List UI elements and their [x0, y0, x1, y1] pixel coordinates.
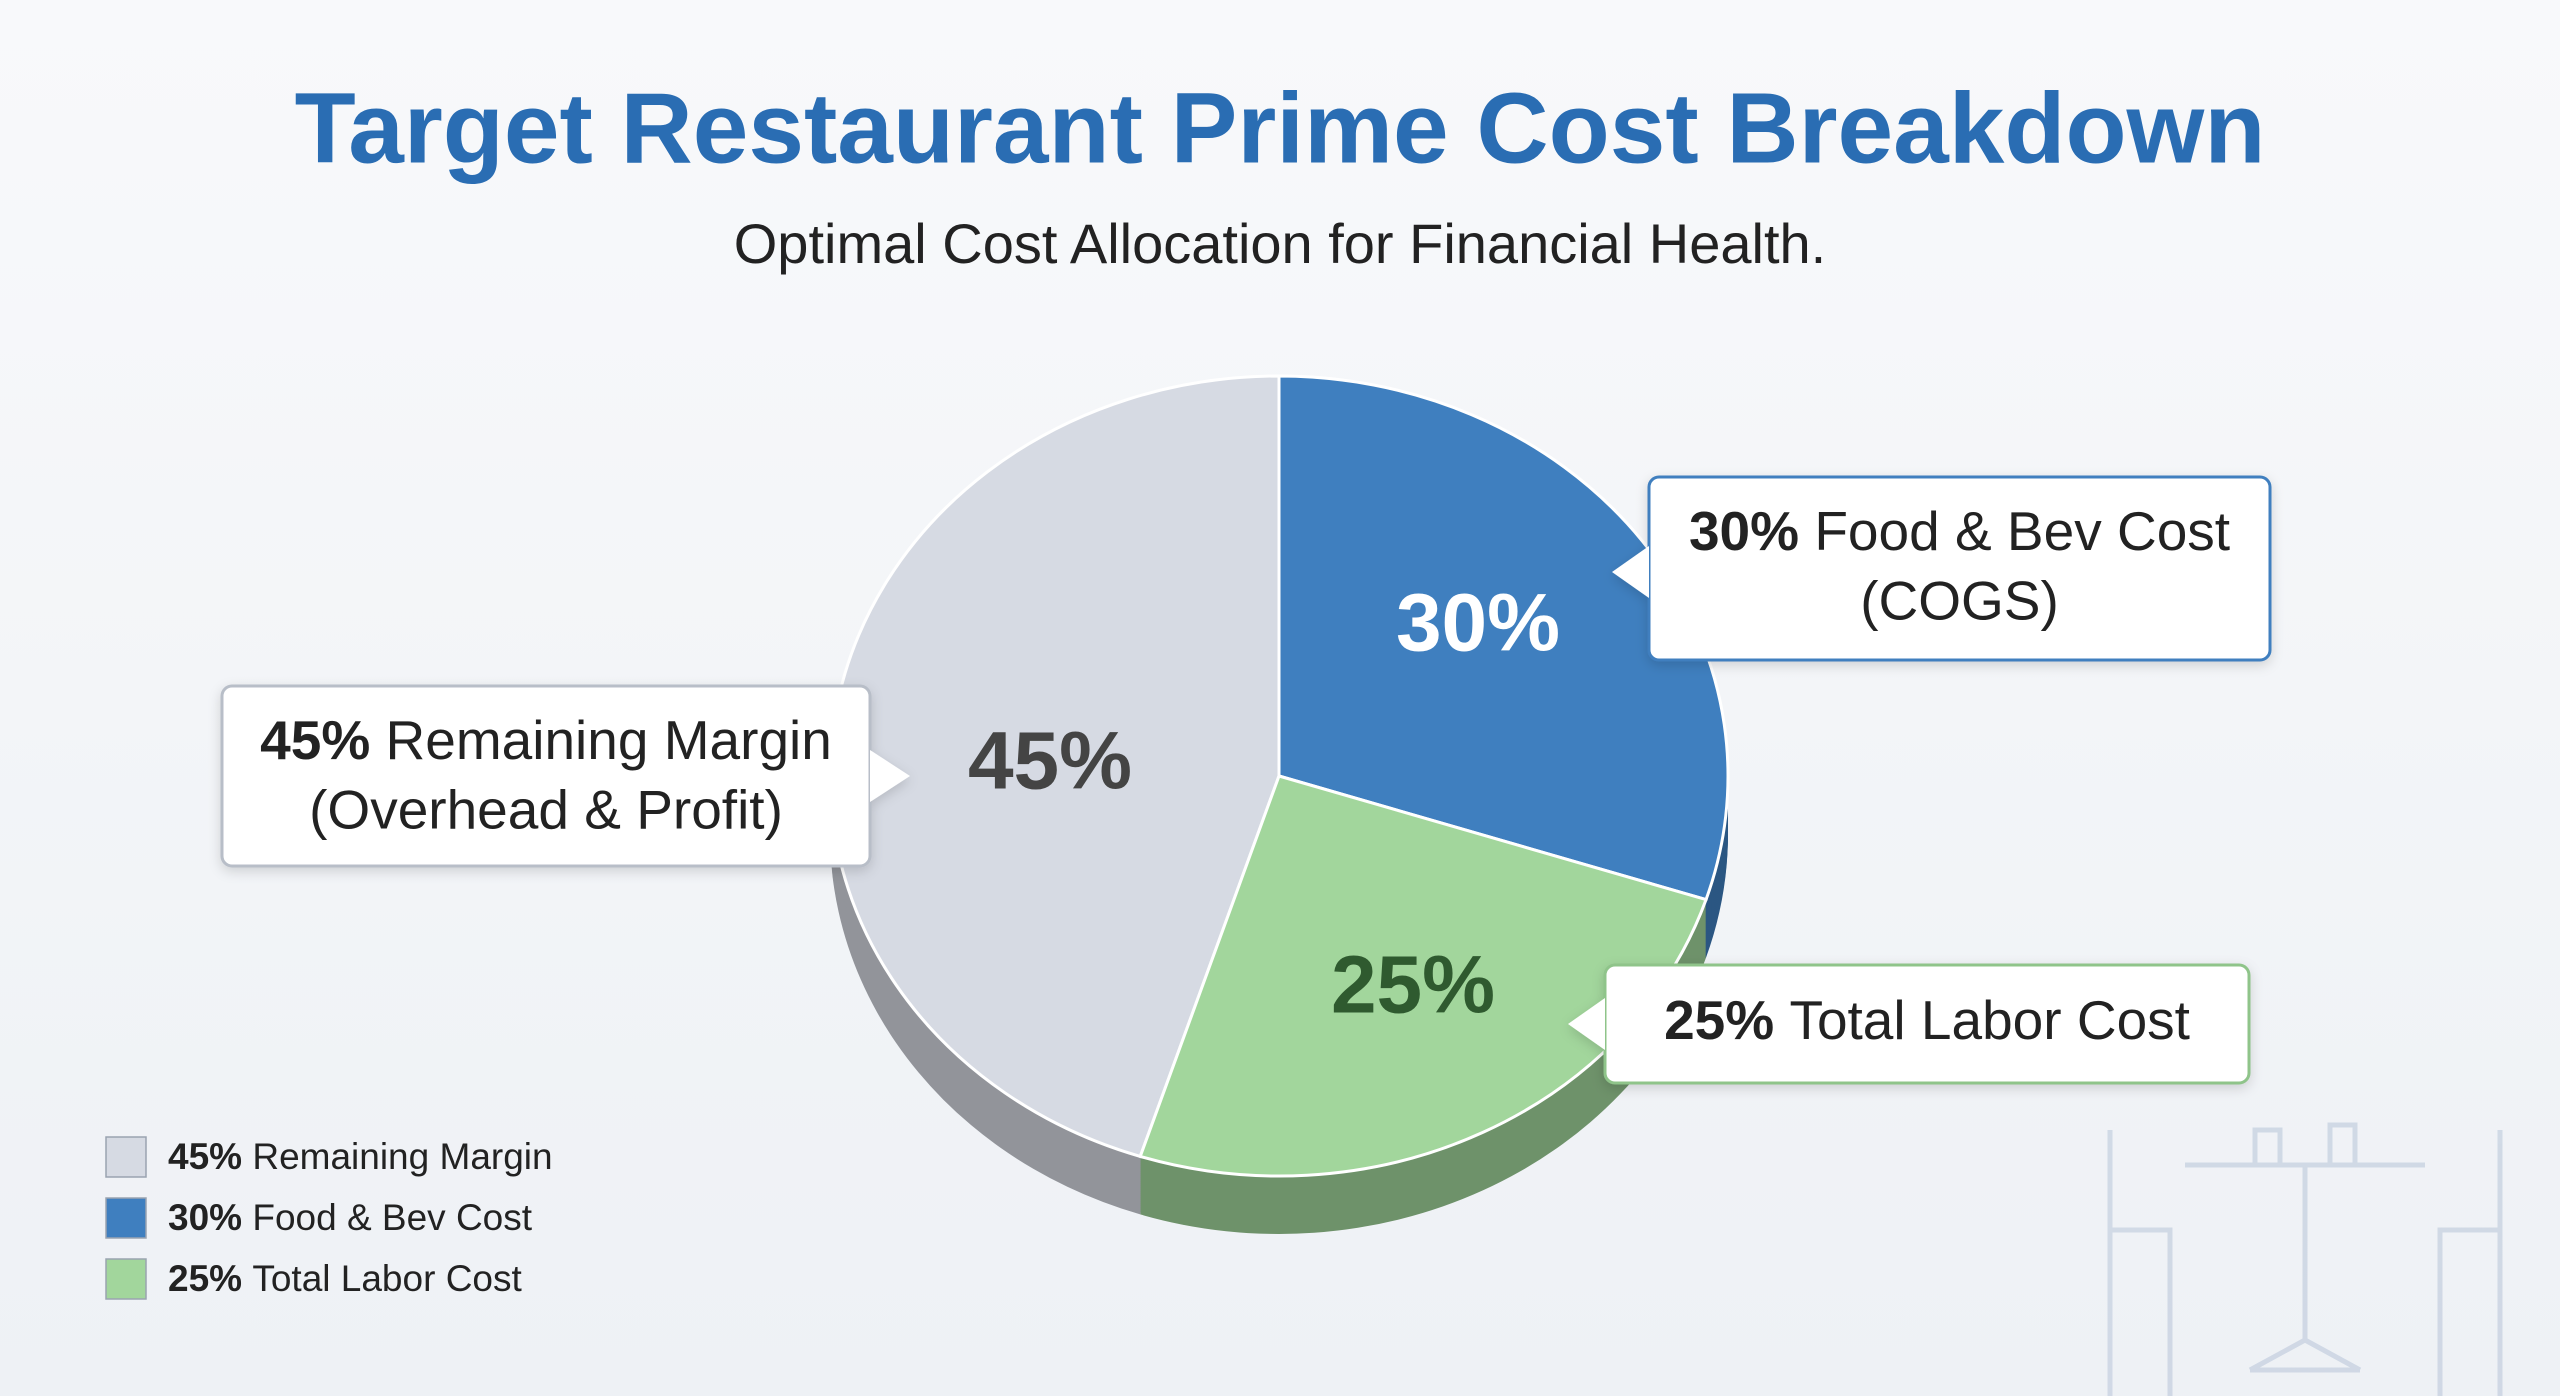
- callout-text: 25% Total Labor Cost: [1664, 989, 2190, 1051]
- legend-value: 25%: [168, 1258, 242, 1299]
- legend-value: 30%: [168, 1197, 242, 1238]
- callout-note: (Overhead & Profit): [309, 779, 783, 841]
- legend-name: Food & Bev Cost: [252, 1197, 532, 1238]
- callout-value: 30%: [1689, 500, 1799, 562]
- callout-name: Food & Bev Cost: [1814, 500, 2230, 562]
- slice: [1277, 374, 1730, 902]
- data-label: 45%: [968, 716, 1132, 807]
- callout: [1568, 963, 2251, 1085]
- callout-value: 25%: [1664, 989, 1774, 1051]
- legend-name: Remaining Margin: [252, 1136, 552, 1177]
- callout-space: [1774, 989, 1789, 1051]
- callout-name: Remaining Margin: [386, 709, 832, 771]
- legend-swatch: [105, 1197, 147, 1239]
- callout-text: 30% Food & Bev Cost: [1689, 500, 2230, 562]
- chart-subtitle: Optimal Cost Allocation for Financial He…: [734, 212, 1827, 275]
- legend-label: 25% Total Labor Cost: [168, 1258, 522, 1299]
- legend-name: Total Labor Cost: [252, 1258, 522, 1299]
- legend-space: [242, 1136, 252, 1177]
- callout-pointer: [1612, 546, 1649, 598]
- callout-text: 45% Remaining Margin: [260, 709, 832, 771]
- callout: [1612, 475, 2272, 662]
- callout-value: 45%: [260, 709, 370, 771]
- legend-space: [242, 1197, 252, 1238]
- legend-value: 45%: [168, 1136, 242, 1177]
- table-decoration: [2107, 1122, 2503, 1396]
- legend-swatch: [105, 1136, 147, 1178]
- callout: [220, 684, 910, 868]
- chart-title: Target Restaurant Prime Cost Breakdown: [295, 72, 2266, 184]
- data-label: 25%: [1331, 940, 1495, 1031]
- data-label: 30%: [1396, 578, 1560, 669]
- labels: 45% 30% 25% 45% Remaining Margin (Overhead &…: [105, 475, 2272, 1300]
- legend-swatch: [105, 1258, 147, 1300]
- callout-space: [370, 709, 385, 771]
- callout-name: Total Labor Cost: [1789, 989, 2190, 1051]
- callout-note: (COGS): [1860, 570, 2059, 632]
- callout-space: [1799, 500, 1814, 562]
- legend-label: 45% Remaining Margin: [168, 1136, 553, 1177]
- pie: [828, 374, 1730, 1235]
- callout-pointer: [1568, 998, 1605, 1050]
- legend-space: [242, 1258, 252, 1299]
- callout-pointer: [870, 750, 910, 802]
- legend-label: 30% Food & Bev Cost: [168, 1197, 533, 1238]
